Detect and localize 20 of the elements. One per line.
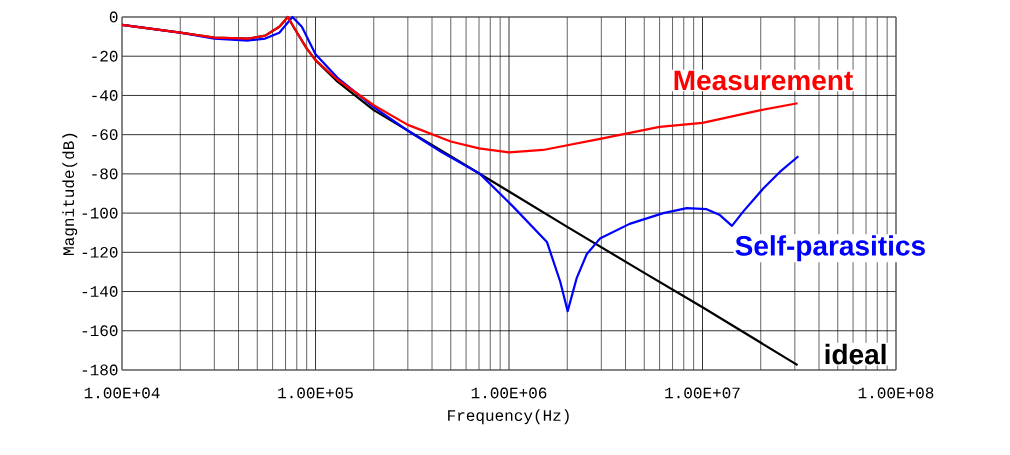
x-tick-label: 1.00E+07	[665, 387, 740, 399]
y-tick-label: -80	[92, 168, 118, 180]
x-tick-label: 1.00E+06	[471, 387, 547, 399]
y-tick-label: -60	[92, 129, 118, 141]
y-tick-label: -180	[82, 364, 118, 376]
y-tick-label: -100	[82, 207, 118, 219]
series-label: Measurement	[674, 70, 853, 91]
y-tick-label: -40	[92, 90, 118, 101]
x-tick-label: 1.00E+04	[84, 387, 160, 399]
x-axis-title: Frequency(Hz)	[448, 409, 569, 425]
y-tick-label: -140	[82, 286, 118, 297]
series-label: Self-parasitics	[735, 235, 925, 262]
x-tick-label: 1.00E+05	[278, 387, 353, 399]
y-axis-title: Magnitude(dB)	[62, 133, 78, 255]
y-tick-label: 0	[109, 11, 118, 23]
y-tick-label: -120	[82, 246, 118, 258]
x-tick-label: 1.00E+08	[858, 387, 934, 399]
y-tick-label: -160	[82, 325, 118, 337]
series-label: ideal	[825, 343, 886, 365]
y-tick-label: -20	[92, 50, 118, 62]
